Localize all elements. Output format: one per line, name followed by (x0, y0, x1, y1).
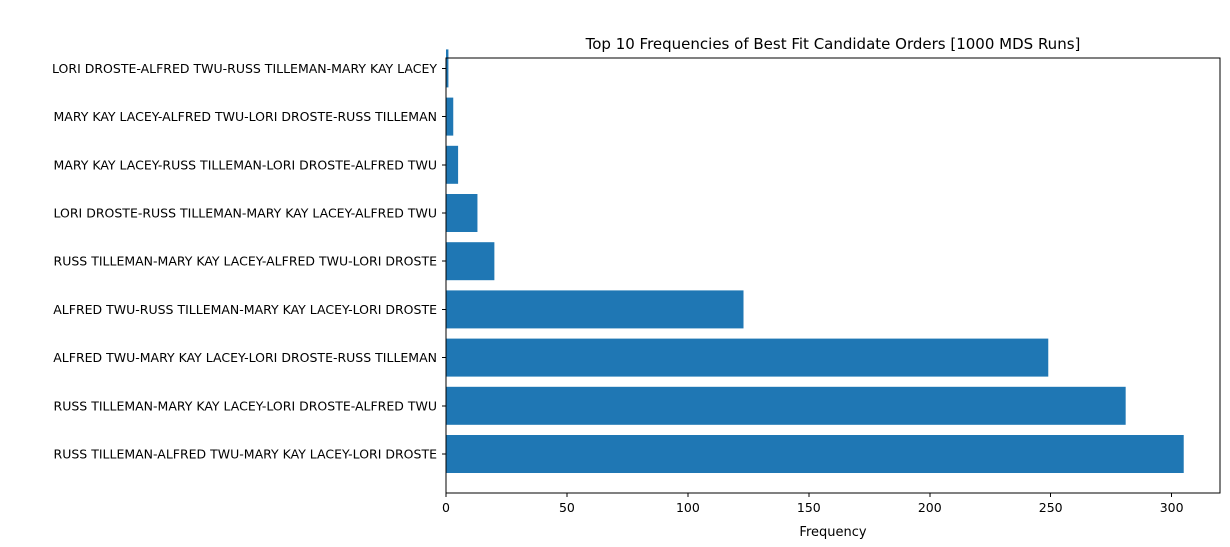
x-tick-label: 250 (1039, 500, 1063, 515)
y-tick-label: ALFRED TWU-MARY KAY LACEY-LORI DROSTE-RU… (53, 350, 437, 365)
bar (446, 386, 1126, 425)
y-tick-label: RUSS TILLEMAN-MARY KAY LACEY-ALFRED TWU-… (54, 254, 438, 269)
y-tick-label: RUSS TILLEMAN-MARY KAY LACEY-LORI DROSTE… (54, 398, 437, 413)
bar (446, 338, 1049, 377)
y-tick-label: RUSS TILLEMAN-ALFRED TWU-MARY KAY LACEY-… (54, 447, 438, 462)
y-tick-label: ALFRED TWU-RUSS TILLEMAN-MARY KAY LACEY-… (53, 302, 437, 317)
bar (446, 194, 478, 232)
bar (446, 145, 459, 184)
y-tick-label: LORI DROSTE-RUSS TILLEMAN-MARY KAY LACEY… (54, 206, 437, 221)
x-tick-label: 200 (918, 500, 942, 515)
y-tick-label: LORI DROSTE-ALFRED TWU-RUSS TILLEMAN-MAR… (52, 61, 437, 76)
x-tick-label: 50 (559, 500, 575, 515)
y-tick-label: MARY KAY LACEY-RUSS TILLEMAN-LORI DROSTE… (54, 157, 437, 172)
x-axis-ticks: 0 50 100 150 200 250 300 (442, 493, 1184, 515)
bar (446, 97, 454, 136)
bar (446, 242, 495, 281)
y-axis-ticks: RUSS TILLEMAN-ALFRED TWU-MARY KAY LACEY-… (52, 61, 446, 462)
bar (446, 49, 449, 88)
x-axis-title: Frequency (799, 525, 866, 540)
bar (446, 290, 744, 329)
chart-title: Top 10 Frequencies of Best Fit Candidate… (585, 35, 1081, 53)
plot-frame (445, 57, 1221, 494)
x-tick-label: 0 (442, 500, 450, 515)
bar (446, 435, 1184, 473)
x-tick-label: 300 (1160, 500, 1184, 515)
bars-group (446, 49, 1184, 473)
x-tick-label: 150 (797, 500, 821, 515)
x-tick-label: 100 (676, 500, 700, 515)
y-tick-label: MARY KAY LACEY-ALFRED TWU-LORI DROSTE-RU… (54, 109, 437, 124)
